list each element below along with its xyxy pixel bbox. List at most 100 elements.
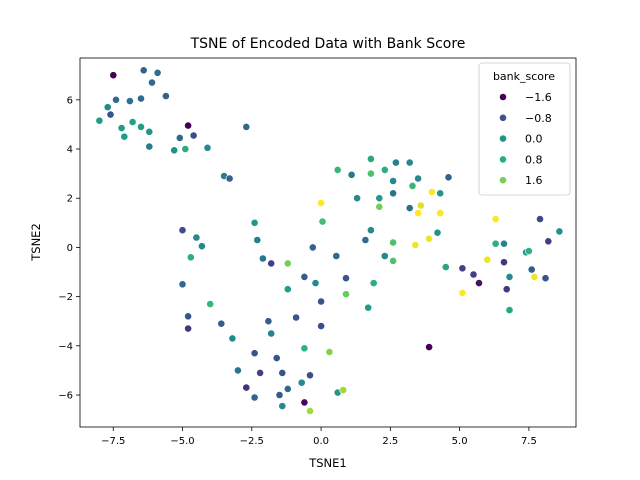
data-point: [366, 154, 375, 163]
data-point: [275, 391, 284, 399]
data-point: [106, 110, 115, 119]
data-point: [297, 378, 306, 387]
data-point: [483, 255, 492, 264]
data-point: [411, 241, 420, 249]
data-point: [414, 174, 422, 183]
data-point: [317, 297, 325, 306]
data-point: [192, 233, 201, 242]
data-point: [425, 343, 433, 351]
data-point: [278, 402, 287, 410]
data-point: [347, 170, 356, 179]
data-point: [458, 264, 467, 273]
data-point: [366, 169, 375, 178]
data-point: [505, 272, 514, 281]
data-point: [189, 131, 198, 140]
data-point: [175, 133, 184, 142]
data-point: [405, 158, 414, 167]
data-point: [389, 256, 397, 265]
data-point: [391, 158, 400, 167]
data-point: [242, 123, 251, 131]
data-point: [112, 95, 120, 104]
data-point: [458, 288, 467, 297]
data-point: [250, 218, 259, 227]
data-point: [491, 239, 500, 248]
x-axis: −7.5 −5.0 −2.5 0.0 2.5 5.0 7.5: [101, 427, 537, 447]
data-point: [217, 319, 226, 328]
x-tick-label: 5.0: [452, 436, 468, 447]
data-point: [184, 121, 192, 130]
data-point: [405, 204, 414, 212]
data-point: [389, 189, 397, 198]
data-point: [332, 252, 341, 260]
data-point: [103, 103, 112, 112]
data-point: [267, 259, 276, 268]
data-point: [228, 334, 237, 343]
legend-entry-label: 1.6: [525, 174, 543, 187]
data-point: [178, 280, 187, 289]
x-tick-label: 7.5: [521, 436, 537, 447]
data-point: [306, 407, 314, 415]
axes-frame: [79, 57, 577, 428]
chart-title: TSNE of Encoded Data with Bank Score: [190, 36, 466, 52]
data-point: [233, 366, 242, 375]
legend-marker: [499, 93, 507, 101]
data-point: [139, 66, 148, 75]
data-point: [544, 237, 553, 246]
data-point: [525, 247, 533, 255]
data-point: [555, 227, 564, 236]
data-point: [500, 239, 508, 248]
data-point: [300, 272, 309, 281]
data-point: [541, 274, 550, 283]
legend-marker: [499, 134, 507, 143]
data-point: [333, 165, 342, 174]
data-point: [505, 306, 514, 314]
data-point: [364, 303, 373, 312]
data-point: [250, 349, 259, 358]
y-tick-label: −6: [58, 391, 73, 402]
y-tick-label: 4: [67, 145, 73, 156]
data-point: [353, 194, 361, 203]
data-point: [433, 228, 442, 237]
data-point: [253, 236, 262, 244]
data-point: [416, 201, 425, 210]
data-point: [317, 199, 325, 207]
legend-title: bank_score: [493, 70, 555, 83]
x-axis-label: TSNE1: [308, 456, 347, 470]
y-tick-label: 0: [67, 243, 73, 254]
data-point: [186, 253, 195, 262]
data-point: [137, 94, 145, 103]
legend-marker: [499, 176, 507, 185]
data-point: [325, 348, 334, 356]
data-point: [366, 226, 375, 235]
data-point: [306, 371, 314, 380]
x-tick-label: −7.5: [101, 436, 125, 447]
legend-marker: [499, 155, 507, 164]
data-point: [206, 300, 215, 308]
data-point: [375, 194, 384, 203]
data-point: [375, 202, 384, 211]
y-tick-label: −4: [58, 341, 73, 352]
data-point: [300, 344, 309, 353]
data-point: [300, 398, 309, 407]
data-point: [342, 290, 350, 299]
data-point: [369, 279, 378, 287]
legend-marker: [499, 113, 507, 122]
data-point: [339, 386, 348, 394]
legend-entry-label: −1.6: [525, 91, 552, 104]
data-point: [184, 324, 192, 333]
data-point: [414, 209, 422, 217]
points-layer: [95, 66, 564, 415]
data-point: [278, 368, 287, 377]
data-point: [527, 265, 536, 274]
data-point: [444, 173, 453, 182]
data-point: [258, 254, 267, 263]
data-point: [342, 274, 350, 283]
data-point: [128, 118, 137, 126]
data-point: [250, 393, 259, 402]
data-point: [242, 383, 251, 392]
data-point: [117, 124, 126, 133]
data-point: [125, 97, 134, 105]
data-point: [283, 259, 292, 268]
data-point: [389, 238, 397, 247]
